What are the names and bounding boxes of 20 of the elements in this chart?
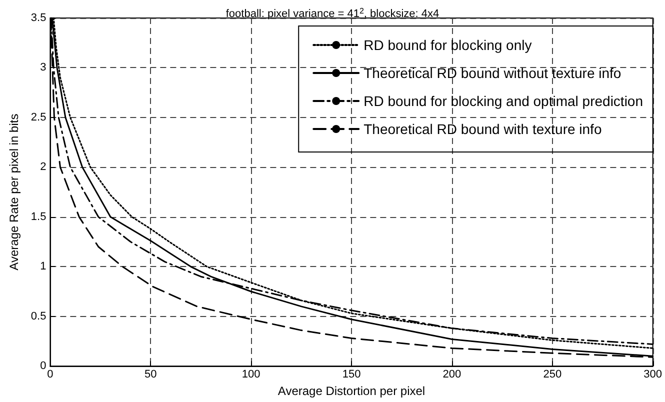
y-tick-label: 3 <box>40 62 46 74</box>
y-tick-label: 1 <box>40 260 46 273</box>
legend-label: RD bound for blocking and optimal prediction <box>364 93 644 109</box>
x-tick-label: 150 <box>342 368 361 381</box>
y-tick-label: 2.5 <box>30 111 46 124</box>
x-axis-title: Average Distortion per pixel <box>278 384 426 398</box>
y-tick-label: 2 <box>40 161 46 174</box>
x-tick-label: 200 <box>442 368 462 381</box>
x-tick-label: 100 <box>242 368 260 381</box>
legend-label: RD bound for blocking only <box>364 37 532 53</box>
y-axis-title: Average Rate per pixel in bits <box>7 114 21 270</box>
x-tick-label: 300 <box>644 368 662 381</box>
x-tick-label: 250 <box>543 368 562 381</box>
y-tick-label: 0.5 <box>30 310 46 322</box>
x-tick-label: 50 <box>144 368 157 381</box>
y-tick-label: 1.5 <box>30 210 46 223</box>
legend-label: Theoretical RD bound with texture info <box>364 121 602 137</box>
y-tick-label: 0 <box>40 360 46 372</box>
y-tick-label: 3.5 <box>30 12 46 24</box>
legend-label: Theoretical RD bound without texture info <box>364 65 622 81</box>
